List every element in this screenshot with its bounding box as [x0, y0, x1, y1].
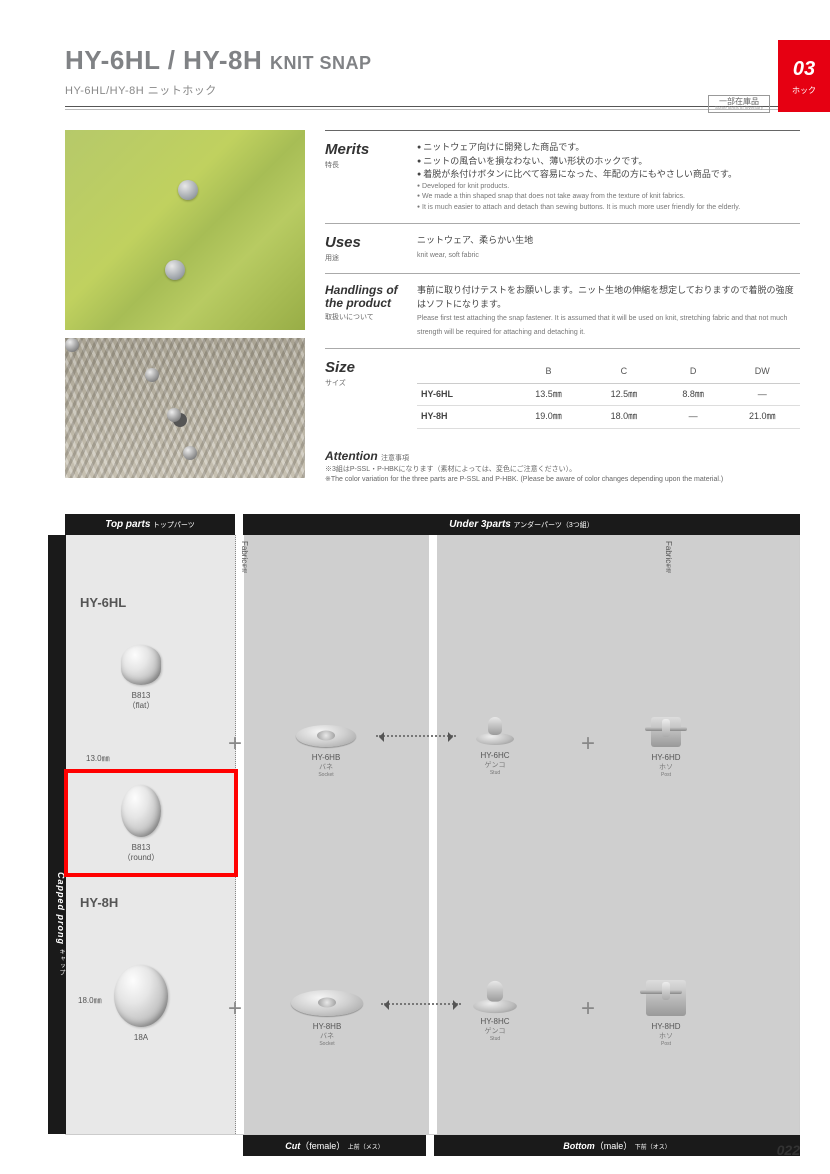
fabric-label: Fabric布地	[240, 541, 249, 573]
section-tab: 03 ホック	[778, 40, 830, 112]
highlight-box	[64, 769, 238, 877]
parts-diagram: Top parts トップパーツ Under 3parts アンダーパーツ（3つ…	[65, 514, 800, 1156]
attention-note-en: ※The color variation for the three parts…	[325, 476, 723, 483]
code-main: HY-6HL / HY-8H	[65, 45, 262, 75]
socket-icon	[291, 990, 363, 1016]
tab-under-parts: Under 3parts アンダーパーツ（3つ組）	[243, 514, 800, 535]
cap-icon	[114, 965, 168, 1027]
merit-item: ニットの風合いを損なわない、薄い形状のホックです。	[417, 155, 800, 169]
post-icon	[646, 980, 686, 1016]
plus-icon: +	[228, 995, 242, 1023]
page-number: 022	[777, 1142, 800, 1158]
plus-icon: +	[228, 730, 242, 758]
product-photos	[65, 130, 305, 486]
dimension-8h: 18.0㎜	[78, 995, 102, 1006]
part-18a: 18A	[114, 965, 168, 1042]
size-section: Size サイズ B C D DW HY	[325, 348, 800, 439]
part-8hb: HY-8HB バネSocket	[291, 990, 363, 1047]
handling-label: Handlings of the product	[325, 284, 403, 310]
socket-icon	[296, 725, 356, 747]
product-jp-title: HY-6HL/HY-8H ニットホック	[65, 82, 800, 98]
group-label-6hl: HY-6HL	[80, 595, 126, 610]
handling-en: Please first test attaching the snap fas…	[417, 315, 787, 336]
merit-item: ニットウェア向けに開発した商品です。	[417, 141, 800, 155]
group-label-8h: HY-8H	[80, 895, 118, 910]
merit-item-en: It is much easier to attach and detach t…	[417, 203, 800, 214]
arrow-icon	[381, 1003, 461, 1005]
handling-jp: 事前に取り付けテストをお願いします。ニット生地の伸縮を想定しておりますので着脱の…	[417, 285, 794, 309]
attention-section: Attention 注意事項 ※3組はP-SSL・P-HBKになります（素材によ…	[325, 447, 800, 486]
label-bottom-male: Bottom（male） 下前（オス）	[434, 1135, 800, 1156]
merit-item: 着脱が糸付けボタンに比べて容易になった、年配の方にもやさしい商品です。	[417, 168, 800, 182]
code-subtitle: KNIT SNAP	[270, 53, 372, 73]
post-icon	[651, 717, 681, 747]
uses-label: Uses	[325, 234, 361, 251]
fabric-label: Fabric布地	[664, 541, 673, 573]
part-6hc: HY-6HC ゲンコStud	[476, 717, 514, 776]
divider	[65, 106, 800, 107]
tab-top-parts: Top parts トップパーツ	[65, 514, 235, 535]
merit-item-en: We made a thin shaped snap that does not…	[417, 192, 800, 203]
section-number: 03	[778, 58, 830, 81]
stud-icon	[473, 981, 517, 1013]
part-8hd: HY-8HD ホソPost	[646, 980, 686, 1047]
photo-knit-gray	[65, 338, 305, 478]
uses-section: Uses 用途 ニットウェア、柔らかい生地 knit wear, soft fa…	[325, 223, 800, 273]
plus-icon: +	[581, 730, 595, 758]
stud-icon	[476, 717, 514, 745]
product-code: HY-6HL / HY-8H KNIT SNAP	[65, 45, 800, 76]
plus-icon: +	[581, 995, 595, 1023]
label-cut-female: Cut（female） 上前（メス）	[243, 1135, 426, 1156]
part-6hd: HY-6HD ホソPost	[651, 717, 681, 778]
part-b813-flat: B813 （flat）	[121, 645, 161, 711]
uses-en: knit wear, soft fabric	[417, 252, 479, 259]
size-label: Size	[325, 359, 355, 376]
merits-label: Merits	[325, 141, 369, 158]
table-row: HY-8H 19.0㎜ 18.0㎜ ― 21.0㎜	[417, 406, 800, 429]
stock-badge: 一部在庫品 Some items in inventory	[708, 95, 770, 113]
merit-item-en: Developed for knit products.	[417, 182, 800, 193]
dimension-6hl: 13.0㎜	[86, 753, 110, 764]
arrow-icon	[376, 735, 456, 737]
handling-section: Handlings of the product 取扱いについて 事前に取り付け…	[325, 273, 800, 348]
part-6hb: HY-6HB バネSocket	[296, 725, 356, 778]
page-header: HY-6HL / HY-8H KNIT SNAP HY-6HL/HY-8H ニッ…	[65, 45, 800, 110]
attention-note: ※3組はP-SSL・P-HBKになります（素材によっては、変色にご注意ください）…	[325, 466, 576, 473]
part-8hc: HY-8HC ゲンコStud	[476, 983, 514, 1042]
overview-area: Merits 特長 ニットウェア向けに開発した商品です。 ニットの風合いを損なわ…	[65, 130, 800, 486]
photo-knit-green	[65, 130, 305, 330]
size-table: B C D DW HY-6HL 13.5㎜ 12.5㎜ 8.8㎜ ―	[417, 361, 800, 429]
divider	[65, 109, 800, 110]
merits-section: Merits 特長 ニットウェア向けに開発した商品です。 ニットの風合いを損なわ…	[325, 130, 800, 223]
cap-icon	[121, 645, 161, 685]
uses-jp: ニットウェア、柔らかい生地	[417, 235, 533, 245]
section-label: ホック	[778, 85, 830, 96]
table-row: HY-6HL 13.5㎜ 12.5㎜ 8.8㎜ ―	[417, 383, 800, 406]
info-column: Merits 特長 ニットウェア向けに開発した商品です。 ニットの風合いを損なわ…	[325, 130, 800, 486]
